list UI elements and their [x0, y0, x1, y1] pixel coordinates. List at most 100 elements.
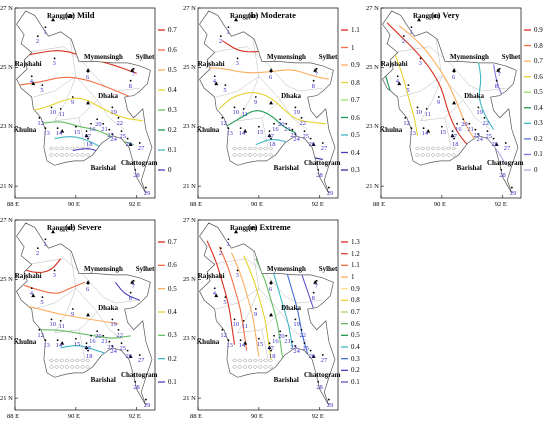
- map-panel-severe: 0.7 0.6 0.5 0.4 0.3 0.2 0.1 (d) Severe 27 N 25 N 2…: [0, 212, 183, 424]
- legend-label: 0.7: [351, 308, 360, 316]
- station-number: 28: [499, 171, 506, 179]
- legend-label: 0.3: [168, 106, 177, 114]
- station-number: 10: [232, 109, 240, 117]
- lat-tick-label: 23 N: [366, 123, 379, 131]
- station-number: 4: [212, 290, 216, 298]
- station-dot: [126, 137, 129, 140]
- station-dot: [117, 328, 120, 331]
- lat-tick-label: 21 N: [183, 182, 196, 190]
- station-dot: [144, 398, 147, 401]
- station-number: 12: [220, 119, 227, 127]
- station-dot: [510, 186, 513, 189]
- station-number: 23: [107, 131, 114, 139]
- map-panel-moderate: 1.1 1 0.9 0.8 0.7 0.6 0.5 0.4 0.3 (b) Moderate 27 …: [183, 0, 366, 212]
- station-number: 13: [43, 342, 50, 350]
- city-marker-rangpur: [234, 229, 239, 234]
- station-number: 16: [89, 337, 96, 345]
- station-dot: [129, 79, 132, 82]
- station-dot: [273, 122, 275, 125]
- station-number: 23: [290, 131, 297, 139]
- legend-label: 0.3: [168, 331, 177, 340]
- country-outline: [199, 10, 336, 194]
- lon-tick-label: 92 E: [311, 201, 324, 208]
- lat-tick-label: 21 N: [183, 394, 196, 402]
- station-number: 21: [284, 337, 291, 345]
- station-number: 9: [253, 311, 258, 319]
- lat-tick-label: 21 N: [0, 182, 13, 190]
- station-dot: [242, 108, 245, 110]
- station-dot: [56, 127, 59, 130]
- panel-title: (d) Severe: [65, 222, 102, 232]
- legend-label: 0.4: [168, 308, 177, 316]
- city-label-sylhet: Sylhet: [135, 264, 155, 273]
- station-number: 6: [269, 73, 273, 81]
- station-dot: [138, 354, 141, 356]
- city-label-khulna: Khulna: [379, 126, 403, 135]
- station-number: 14: [55, 130, 63, 138]
- legend-label: 0.1: [168, 146, 177, 154]
- station-number: 2: [218, 38, 223, 46]
- city-label-barishal: Barishal: [456, 163, 482, 172]
- station-dot: [504, 142, 507, 144]
- city-label-barishal: Barishal: [90, 375, 116, 384]
- station-number: 16: [272, 125, 279, 133]
- station-dot: [227, 127, 230, 130]
- station-dot: [96, 118, 99, 121]
- city-label-chattogram: Chattogram: [120, 159, 158, 168]
- station-dot: [87, 282, 89, 285]
- lon-tick-label: 88 E: [7, 413, 20, 420]
- station-number: 19: [293, 109, 300, 117]
- station-dot: [294, 133, 297, 136]
- station-number: 25: [302, 133, 310, 141]
- station-dot: [74, 125, 77, 128]
- delta-islands: [232, 358, 273, 369]
- legend-label: 0.2: [351, 366, 360, 375]
- station-number: 27: [320, 145, 328, 153]
- city-label-rajshahi: Rajshahi: [14, 271, 42, 280]
- map-panel-very: 0.9 0.8 0.7 0.6 0.5 0.4 0.3 0.2 0.1 0 (c) Very 27 N…: [366, 0, 549, 212]
- contour-line: [60, 345, 116, 358]
- station-dot: [456, 122, 458, 125]
- station-number: 14: [238, 130, 246, 138]
- lon-tick-label: 88 E: [7, 201, 20, 208]
- country-outline: [16, 222, 153, 406]
- city-label-rajshahi: Rajshahi: [380, 59, 408, 68]
- station-number: 26: [125, 140, 133, 148]
- station-dot: [85, 130, 88, 133]
- legend-label: 0.9: [534, 26, 543, 34]
- station-dot: [492, 137, 495, 140]
- station-number: 20: [95, 333, 102, 341]
- station-dot: [227, 238, 230, 241]
- station-dot: [111, 106, 114, 109]
- station-dot: [56, 339, 59, 342]
- station-number: 12: [403, 119, 410, 127]
- legend-label: 1: [351, 273, 355, 281]
- legend-label: 0.5: [168, 66, 177, 74]
- station-number: 1: [226, 241, 230, 249]
- station-dot: [44, 339, 47, 342]
- station-dot: [30, 75, 33, 78]
- delta-islands: [415, 146, 456, 157]
- station-number: 15: [73, 128, 81, 136]
- country-outline: [382, 10, 519, 194]
- city-marker-sylhet: [130, 280, 135, 284]
- city-label-khulna: Khulna: [13, 338, 37, 347]
- station-number: 15: [256, 340, 264, 348]
- station-number: 23: [107, 343, 114, 351]
- station-number: 28: [133, 171, 140, 179]
- station-dot: [129, 291, 132, 294]
- city-marker-barishal: [84, 345, 89, 350]
- legend-label: 0.1: [168, 378, 177, 386]
- city-marker-chattogram: [128, 354, 133, 358]
- station-dot: [315, 67, 318, 70]
- contour-line: [218, 92, 326, 125]
- lat-tick-label: 25 N: [366, 63, 379, 71]
- city-marker-sylhet: [313, 68, 318, 72]
- station-number: 11: [241, 322, 248, 330]
- lon-tick-label: 88 E: [373, 201, 386, 208]
- city-marker-mymensingh: [269, 280, 274, 284]
- station-dot: [74, 337, 77, 340]
- station-dot: [213, 75, 216, 78]
- lon-tick-label: 92 E: [494, 201, 507, 208]
- station-dot: [416, 106, 419, 109]
